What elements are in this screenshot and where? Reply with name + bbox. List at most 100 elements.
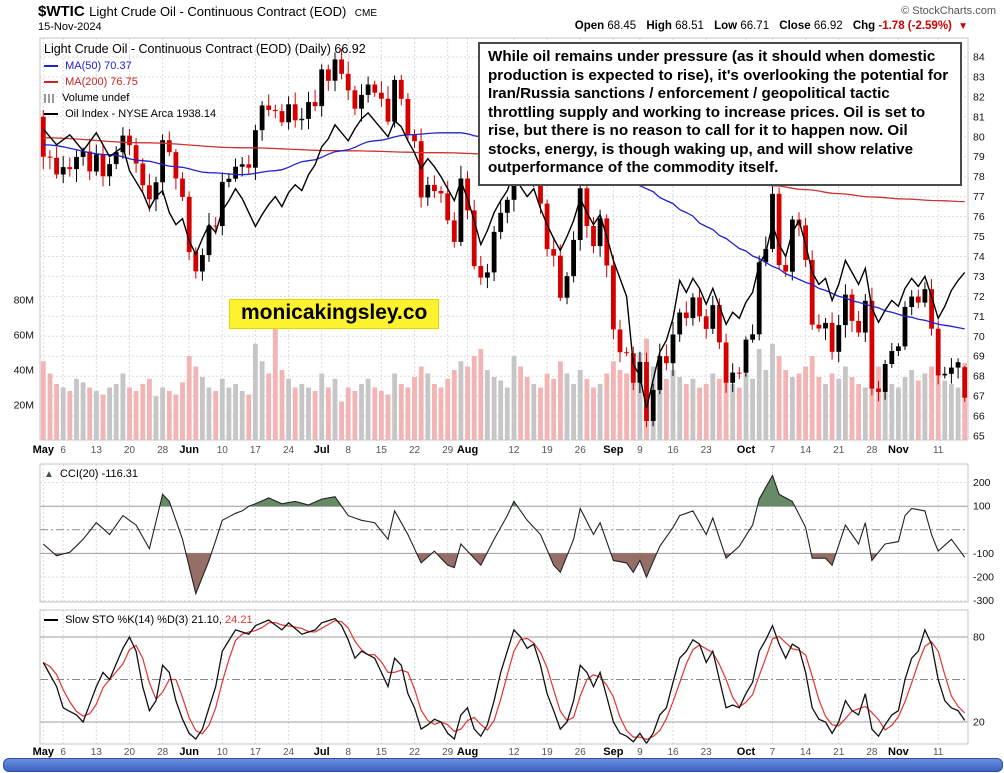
horizontal-scrollbar[interactable]: [3, 758, 1003, 772]
svg-text:24: 24: [283, 747, 295, 758]
svg-text:81: 81: [973, 111, 985, 123]
svg-text:200: 200: [973, 477, 991, 489]
svg-text:6: 6: [60, 445, 66, 456]
svg-text:16: 16: [667, 747, 679, 758]
svg-text:29: 29: [442, 747, 454, 758]
svg-text:19: 19: [542, 445, 554, 456]
svg-text:15: 15: [376, 445, 388, 456]
svg-text:8: 8: [345, 747, 351, 758]
ma200-legend: MA(200) 76.75: [65, 76, 138, 88]
sto-swatch-icon: [44, 619, 58, 622]
svg-text:28: 28: [866, 445, 878, 456]
sto-legend-row: Slow STO %K(14) %D(3) 21.10, 24.21: [44, 614, 253, 626]
cci-legend: CCI(20) -116.31: [59, 468, 139, 480]
ma50-legend: MA(50) 70.37: [65, 60, 132, 72]
svg-text:6: 6: [60, 747, 66, 758]
svg-text:79: 79: [973, 151, 985, 163]
svg-text:67: 67: [973, 391, 985, 403]
oil-index-swatch-icon: [44, 113, 58, 116]
svg-text:73: 73: [973, 271, 985, 283]
volume-bars-icon: [44, 93, 55, 103]
svg-text:71: 71: [973, 311, 985, 323]
svg-text:21: 21: [833, 445, 845, 456]
svg-text:68: 68: [973, 371, 985, 383]
low-value: 66.71: [740, 20, 770, 32]
ma50-swatch-icon: [44, 65, 58, 68]
svg-text:65: 65: [973, 430, 985, 442]
svg-text:28: 28: [157, 445, 169, 456]
svg-text:80: 80: [973, 131, 985, 143]
svg-text:70: 70: [973, 331, 985, 343]
svg-text:23: 23: [701, 445, 713, 456]
svg-text:Aug: Aug: [457, 444, 478, 456]
low-label: Low: [714, 20, 738, 32]
svg-text:80: 80: [973, 631, 985, 643]
svg-text:10: 10: [217, 445, 229, 456]
svg-text:17: 17: [250, 445, 262, 456]
svg-text:40M: 40M: [14, 365, 34, 377]
svg-text:22: 22: [409, 747, 421, 758]
svg-text:8: 8: [345, 445, 351, 456]
oil-index-legend: Oil Index - NYSE Arca 1938.14: [65, 108, 217, 120]
svg-text:15: 15: [376, 747, 388, 758]
svg-text:20: 20: [124, 445, 136, 456]
svg-text:14: 14: [800, 445, 812, 456]
svg-text:20: 20: [124, 747, 136, 758]
svg-text:7: 7: [770, 747, 776, 758]
ma200-swatch-icon: [44, 81, 58, 84]
open-value: 68.45: [607, 20, 637, 32]
svg-text:10: 10: [217, 747, 229, 758]
main-legend: Light Crude Oil - Continuous Contract (E…: [44, 42, 366, 121]
svg-text:20M: 20M: [14, 400, 34, 412]
svg-text:-200: -200: [973, 572, 994, 584]
svg-text:Nov: Nov: [888, 444, 910, 456]
svg-text:28: 28: [866, 747, 878, 758]
svg-text:Jul: Jul: [314, 444, 330, 456]
svg-text:82: 82: [973, 91, 985, 103]
sto-legend: Slow STO %K(14) %D(3) 21.10,: [65, 614, 222, 626]
svg-text:26: 26: [575, 747, 587, 758]
svg-text:72: 72: [973, 291, 985, 303]
svg-text:100: 100: [973, 501, 991, 513]
svg-text:May: May: [33, 746, 55, 758]
chart-date: 15-Nov-2024: [38, 21, 102, 33]
close-value: 66.92: [813, 20, 843, 32]
high-value: 68.51: [675, 20, 704, 32]
svg-text:29: 29: [442, 445, 454, 456]
symbol: $WTIC: [38, 3, 85, 20]
svg-text:22: 22: [409, 445, 421, 456]
svg-text:17: 17: [250, 747, 262, 758]
svg-text:16: 16: [667, 445, 679, 456]
svg-text:May: May: [33, 444, 55, 456]
svg-text:Jun: Jun: [179, 444, 199, 456]
svg-text:76: 76: [973, 211, 985, 223]
svg-text:Sep: Sep: [603, 746, 623, 758]
svg-text:19: 19: [542, 747, 554, 758]
instrument-title: Light Crude Oil - Continuous Contract (E…: [89, 4, 347, 19]
chg-down-triangle-icon: ▼: [958, 21, 968, 32]
cci-legend-row: ▲ CCI(20) -116.31: [44, 468, 138, 480]
svg-text:78: 78: [973, 171, 985, 183]
cci-area-icon: ▲: [44, 469, 54, 480]
svg-text:83: 83: [973, 71, 985, 83]
svg-text:66: 66: [973, 411, 985, 423]
svg-text:11: 11: [933, 747, 944, 758]
svg-text:20: 20: [973, 717, 985, 729]
svg-text:11: 11: [933, 445, 944, 456]
svg-text:23: 23: [701, 747, 713, 758]
chg-value: -1.78 (-2.59%): [878, 20, 952, 32]
chg-label: Chg: [852, 20, 876, 32]
source-credit: © StockCharts.com: [901, 5, 996, 17]
svg-text:Oct: Oct: [737, 444, 756, 456]
svg-text:Oct: Oct: [737, 746, 756, 758]
svg-text:9: 9: [637, 747, 643, 758]
svg-text:Nov: Nov: [888, 746, 910, 758]
exchange-label: CME: [354, 8, 378, 19]
svg-text:77: 77: [973, 191, 985, 203]
annotation-note: While oil remains under pressure (as it …: [478, 42, 962, 186]
svg-text:7: 7: [770, 445, 776, 456]
svg-text:Aug: Aug: [457, 746, 478, 758]
svg-text:12: 12: [508, 747, 520, 758]
svg-text:13: 13: [91, 445, 103, 456]
